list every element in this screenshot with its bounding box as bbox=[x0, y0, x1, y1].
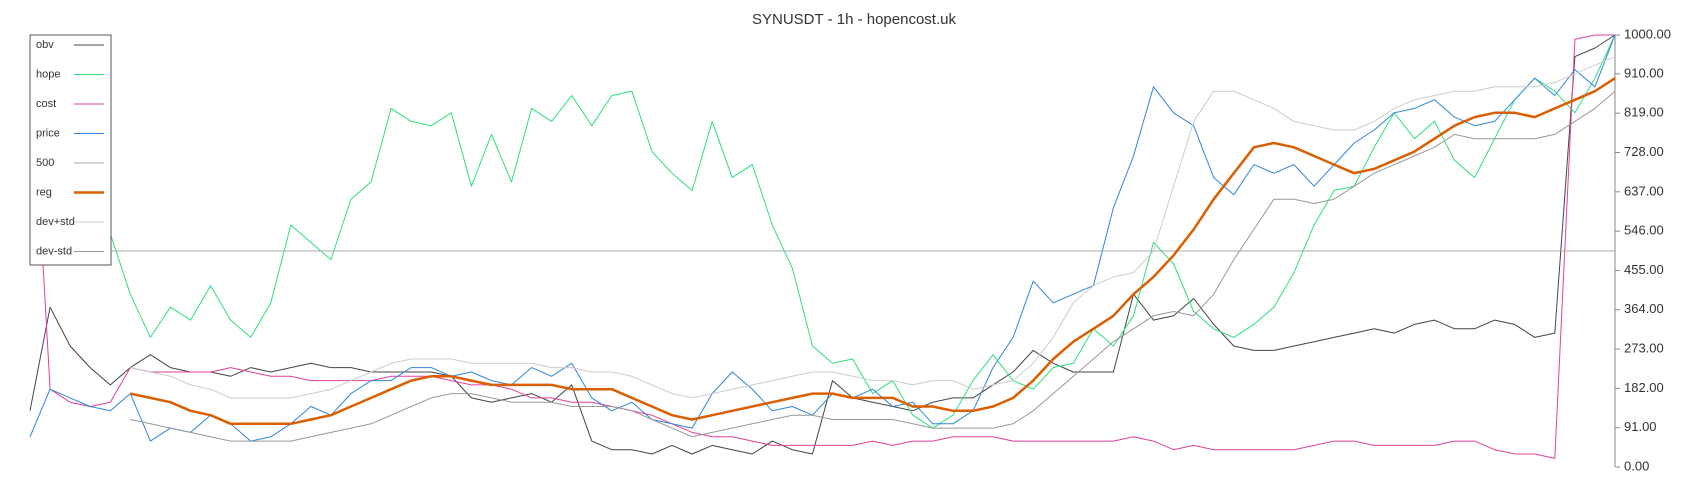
legend-label: price bbox=[36, 127, 60, 139]
y-tick-label: 182.00 bbox=[1624, 380, 1664, 395]
legend-box bbox=[29, 34, 112, 266]
legend-label: hope bbox=[36, 68, 60, 80]
legend-label: dev+std bbox=[36, 216, 75, 228]
legend-label: reg bbox=[36, 186, 52, 198]
legend-label: obv bbox=[36, 39, 54, 51]
plot-area: 0.00 91.00 182.00 273.00 364.00 455.00 546.00 6… bbox=[29, 26, 1671, 473]
chart-title: SYNUSDT - 1h - hopencost.uk bbox=[752, 11, 956, 28]
y-tick-label: 910.00 bbox=[1624, 65, 1664, 80]
legend-label: cost bbox=[36, 98, 56, 110]
y-tick-label: 819.00 bbox=[1624, 105, 1664, 120]
series-line bbox=[130, 56, 1616, 399]
y-tick-label: 273.00 bbox=[1624, 341, 1664, 356]
y-tick-label: 1000.00 bbox=[1624, 26, 1671, 41]
series-line bbox=[29, 34, 1615, 459]
series-line bbox=[130, 90, 1616, 442]
legend: obv hope cost price 500 reg dev+std dev-std bbox=[29, 34, 112, 266]
y-tick-label: 0.00 bbox=[1624, 458, 1649, 473]
y-tick-label: 364.00 bbox=[1624, 301, 1664, 316]
series-line bbox=[130, 77, 1616, 426]
legend-label: 500 bbox=[36, 157, 54, 169]
y-tick-label: 546.00 bbox=[1624, 223, 1664, 238]
y-tick-label: 637.00 bbox=[1624, 183, 1664, 198]
y-tick-label: 91.00 bbox=[1624, 419, 1657, 434]
y-tick-label: 728.00 bbox=[1624, 144, 1664, 159]
series-line bbox=[29, 34, 1616, 442]
y-tick-label: 455.00 bbox=[1624, 262, 1664, 277]
legend-label: dev-std bbox=[36, 245, 72, 257]
series-line bbox=[90, 34, 1616, 429]
series-line bbox=[29, 34, 1616, 455]
